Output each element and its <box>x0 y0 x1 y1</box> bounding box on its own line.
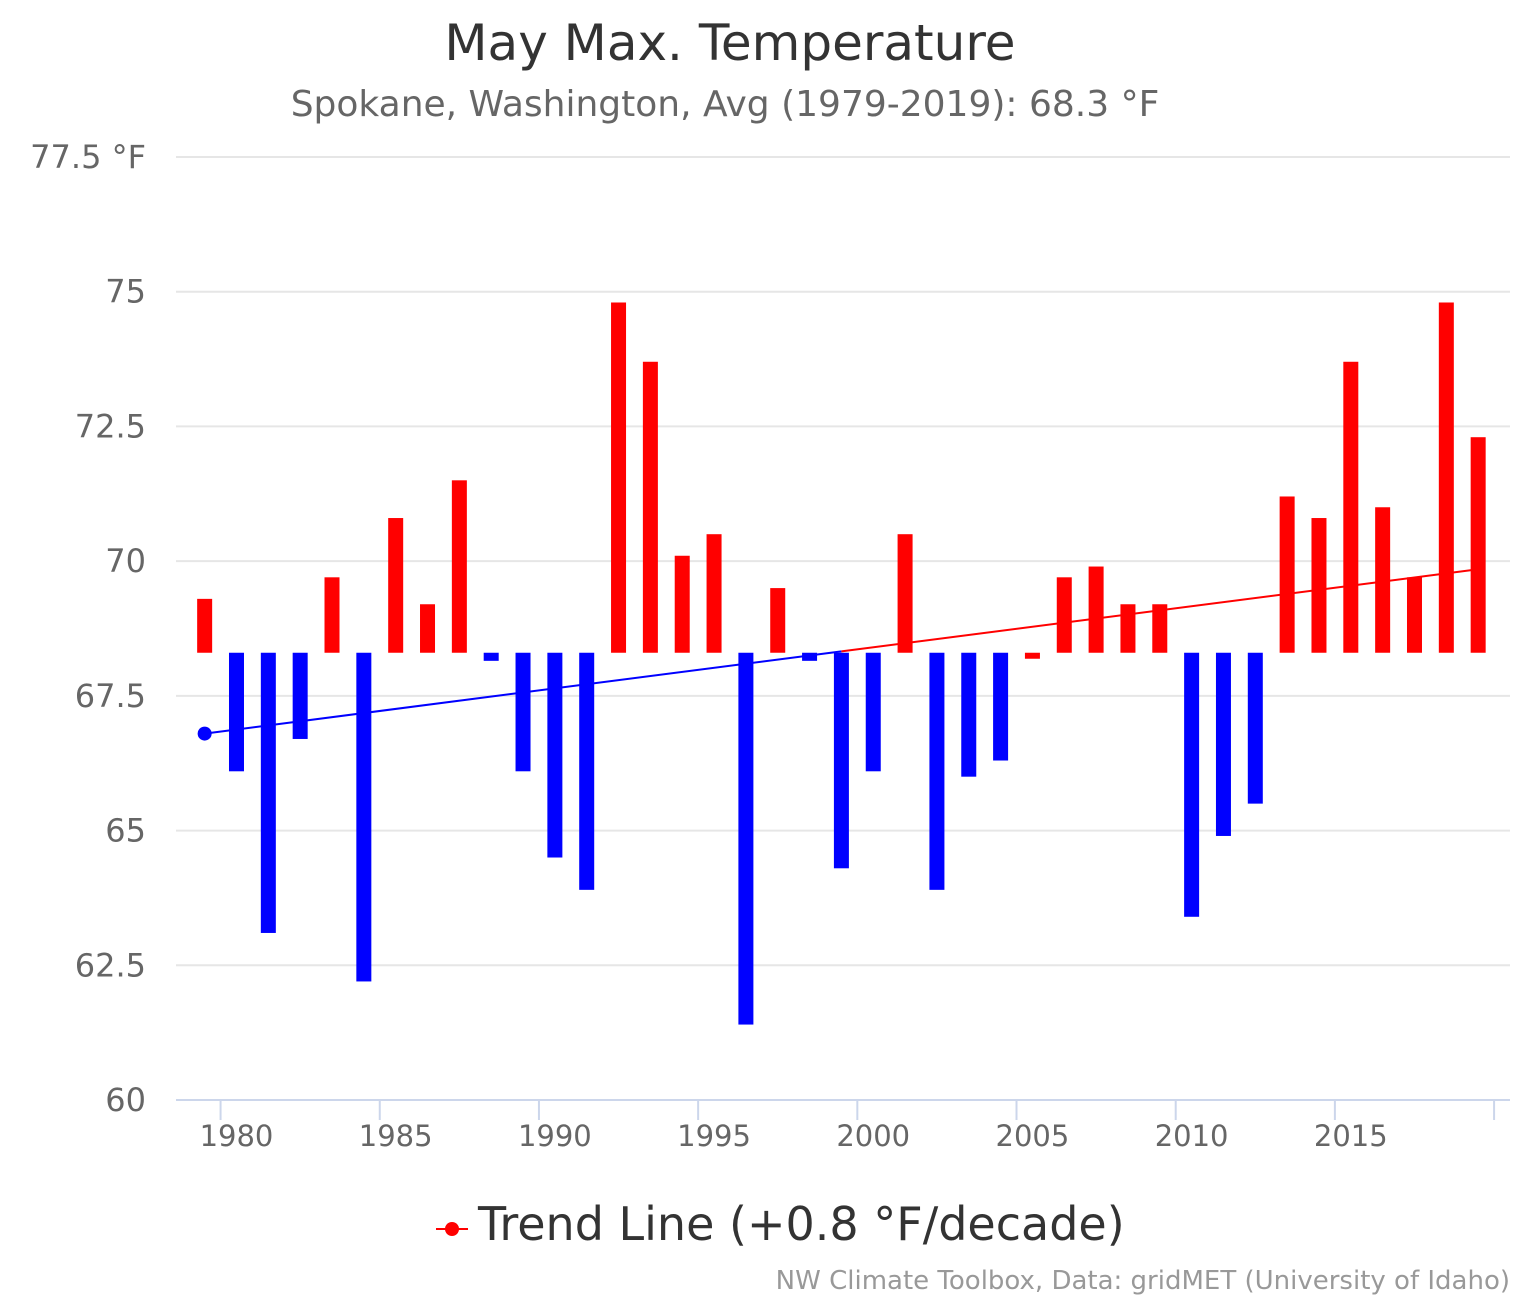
y-tick-label: 60 <box>105 1081 146 1119</box>
bar[interactable] <box>1120 604 1136 653</box>
bar[interactable] <box>420 604 436 653</box>
chart-title: May Max. Temperature <box>444 14 1016 72</box>
bar[interactable] <box>197 598 213 653</box>
y-tick-label: 62.5 <box>75 946 146 984</box>
bar[interactable] <box>961 652 977 777</box>
trend-start-marker[interactable] <box>197 726 212 741</box>
bar[interactable] <box>738 652 754 1025</box>
y-tick-label: 70 <box>105 542 146 580</box>
bar[interactable] <box>1215 652 1231 836</box>
x-tick-label: 2015 <box>1314 1119 1388 1153</box>
bar[interactable] <box>1088 566 1104 653</box>
x-tick-label: 2000 <box>836 1119 910 1153</box>
bar[interactable] <box>388 518 404 653</box>
bar[interactable] <box>1184 652 1200 917</box>
bar[interactable] <box>483 652 499 661</box>
chart-subtitle: Spokane, Washington, Avg (1979-2019): 68… <box>290 84 1160 125</box>
bar[interactable] <box>706 534 722 653</box>
x-tick-label: 1985 <box>359 1119 433 1153</box>
y-tick-label: 67.5 <box>75 677 146 715</box>
bar[interactable] <box>1056 577 1072 653</box>
bar[interactable] <box>228 652 244 772</box>
bar[interactable] <box>1152 604 1168 653</box>
bar[interactable] <box>1375 507 1391 653</box>
x-tick-label: 1995 <box>677 1119 751 1153</box>
x-tick-label: 2010 <box>1155 1119 1229 1153</box>
bar[interactable] <box>324 577 340 653</box>
y-tick-label: 72.5 <box>75 407 146 445</box>
legend-trend-label: Trend Line (+0.8 °F/decade) <box>477 1197 1125 1251</box>
chart-credits[interactable]: NW Climate Toolbox, Data: gridMET (Unive… <box>776 1266 1510 1296</box>
y-tick-label: 65 <box>105 812 146 850</box>
bar[interactable] <box>1470 437 1486 653</box>
trend-end-marker[interactable] <box>1471 562 1486 577</box>
bar[interactable] <box>451 480 467 653</box>
legend-trend-marker <box>445 1222 459 1236</box>
bar[interactable] <box>929 652 945 890</box>
bar[interactable] <box>1311 518 1327 653</box>
bar[interactable] <box>611 302 627 653</box>
bar[interactable] <box>1343 361 1359 653</box>
bar[interactable] <box>579 652 595 890</box>
bar[interactable] <box>674 555 690 653</box>
bar[interactable] <box>802 652 818 661</box>
bar[interactable] <box>865 652 881 772</box>
bar[interactable] <box>547 652 563 858</box>
trend-line-before <box>204 650 842 735</box>
x-tick-label: 1990 <box>518 1119 592 1153</box>
bar[interactable] <box>770 588 786 653</box>
bar[interactable] <box>833 652 849 869</box>
x-tick-label: 1980 <box>200 1119 274 1153</box>
bar[interactable] <box>1247 652 1263 804</box>
bar[interactable] <box>1279 496 1295 653</box>
legend-item-trend[interactable]: Trend Line (+0.8 °F/decade) <box>436 1197 1125 1251</box>
bar[interactable] <box>1406 577 1422 653</box>
y-tick-label: 75 <box>105 273 146 311</box>
y-tick-label: 77.5 °F <box>30 138 146 176</box>
bar[interactable] <box>292 652 308 739</box>
bar[interactable] <box>356 652 372 982</box>
x-tick-label: 2005 <box>996 1119 1070 1153</box>
bar[interactable] <box>1024 652 1040 659</box>
bar[interactable] <box>1438 302 1454 653</box>
bar[interactable] <box>993 652 1009 761</box>
bar[interactable] <box>260 652 276 933</box>
bar[interactable] <box>515 652 531 772</box>
trend-line-after <box>841 568 1479 653</box>
bar[interactable] <box>897 534 913 653</box>
bar[interactable] <box>642 361 658 653</box>
